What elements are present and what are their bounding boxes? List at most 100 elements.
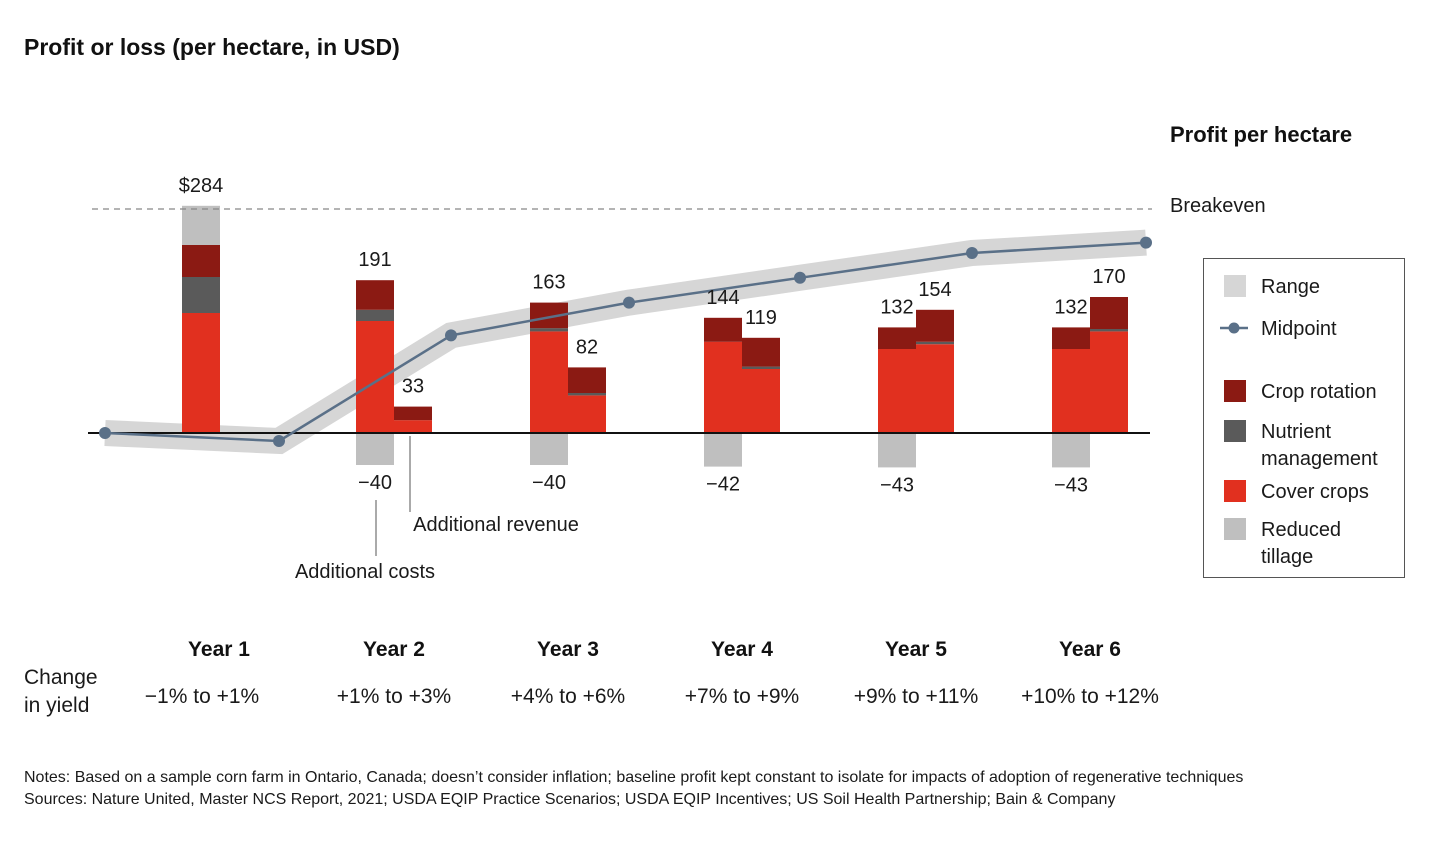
yield-range-5: +9% to +11% <box>854 685 979 708</box>
range-band <box>104 229 1147 455</box>
legend-nutrient-management-swatch <box>1224 420 1246 442</box>
year-revenue-value-label: 119 <box>745 307 777 329</box>
revenue-bar-crop-rotation-2 <box>356 280 394 310</box>
legend-crop-rotation-swatch <box>1224 380 1246 402</box>
midpoint-marker-4 <box>623 296 635 309</box>
yield-range-3: +4% to +6% <box>511 685 625 708</box>
legend-cover-crops-swatch <box>1224 480 1246 502</box>
chart-title: Profit or loss (per hectare, in USD) <box>24 34 400 60</box>
year-revenue-bar-crop-rotation-6 <box>1090 297 1128 329</box>
notes-line: Notes: Based on a sample corn farm in On… <box>24 769 1244 786</box>
year-label-5: Year 5 <box>885 638 947 661</box>
year-revenue-bar-nutrient-management-6 <box>1090 329 1128 332</box>
cost-value-label: −40 <box>532 472 566 494</box>
revenue-bar-cover-crops-2 <box>356 321 394 433</box>
legend-reduced-tillage-swatch <box>1224 518 1246 540</box>
revenue-value-label: 163 <box>532 272 565 294</box>
year-revenue-bar-crop-rotation-4 <box>742 337 780 367</box>
bars <box>182 205 1128 468</box>
year-revenue-bar-crop-rotation-5 <box>916 309 954 342</box>
legend-midpoint-marker <box>1228 322 1240 334</box>
cost-bar-year-6 <box>1052 433 1090 468</box>
revenue-bar-crop-rotation-1 <box>182 245 220 277</box>
year-label-4: Year 4 <box>711 638 773 661</box>
legend-midpoint-label: Midpoint <box>1261 318 1337 340</box>
midpoint-line <box>99 236 1152 447</box>
labels: $284 191 163 144 132 132 33 82 119 154 170 −40 −40 −4… <box>179 122 1352 583</box>
year-revenue-value-label: 33 <box>402 376 424 398</box>
revenue-bar-cover-crops-6 <box>1052 349 1090 433</box>
revenue-value-label: 132 <box>1054 296 1087 318</box>
yield-range-6: +10% to +12% <box>1021 685 1159 708</box>
year-revenue-bar-cover-crops-5 <box>916 344 954 433</box>
change-in-yield-label: Change in yield <box>24 666 98 717</box>
revenue-value-label: 144 <box>706 287 739 309</box>
year-revenue-bar-crop-rotation-3 <box>568 367 606 393</box>
cost-bar-year-5 <box>878 433 916 468</box>
revenue-bar-crop-rotation-6 <box>1052 327 1090 349</box>
year-revenue-bar-nutrient-management-5 <box>916 341 954 345</box>
revenue-bar-nutrient-management-2 <box>356 309 394 321</box>
cost-value-label: −43 <box>880 474 914 496</box>
midpoint-path <box>104 241 1147 443</box>
revenue-bar-cover-crops-4 <box>704 341 742 433</box>
legend-reduced-tillage-label: Reduced tillage <box>1261 519 1341 568</box>
cost-value-label: −42 <box>706 474 740 496</box>
revenue-bar-crop-rotation-4 <box>704 317 742 342</box>
year-revenue-value-label: 170 <box>1092 266 1125 288</box>
year-revenue-value-label: 82 <box>576 336 598 358</box>
year-label-6: Year 6 <box>1059 638 1121 661</box>
footnotes: Notes: Based on a sample corn farm in On… <box>24 767 1243 811</box>
year-label-1: Year 1 <box>188 638 250 661</box>
additional-costs-annotation: Additional costs <box>295 561 435 583</box>
cost-bar-year-4 <box>704 433 742 467</box>
revenue-bar-nutrient-management-3 <box>530 328 568 332</box>
breakeven-label: Breakeven <box>1170 195 1266 217</box>
midpoint-marker-3 <box>445 329 457 342</box>
legend: Range Midpoint Crop rotation Nutrient manage… <box>1203 258 1405 578</box>
year-revenue-bar-cover-crops-2 <box>394 420 432 433</box>
legend-crop-rotation-label: Crop rotation <box>1261 381 1377 403</box>
profit-per-hectare-label: Profit per hectare <box>1170 122 1352 147</box>
legend-nutrient-management-label: Nutrient management <box>1261 421 1378 470</box>
revenue-bar-cover-crops-3 <box>530 331 568 433</box>
year-revenue-bar-cover-crops-4 <box>742 369 780 433</box>
midpoint-marker-2 <box>273 435 285 447</box>
revenue-value-label: 191 <box>358 249 391 271</box>
revenue-bar-cover-crops-1 <box>182 313 220 433</box>
yield-range-1: −1% to +1% <box>145 685 259 708</box>
midpoint-marker-6 <box>966 247 978 259</box>
sources-line: Sources: Nature United, Master NCS Repor… <box>24 791 1116 808</box>
revenue-bar-nutrient-management-1 <box>182 277 220 313</box>
midpoint-marker-5 <box>794 271 806 284</box>
legend-range-label: Range <box>1261 276 1320 298</box>
year-labels: Year 1 −1% to +1% Year 2 +1% to +3% Year 3 +4… <box>24 638 1159 717</box>
cost-value-label: −43 <box>1054 474 1088 496</box>
revenue-bar-crop-rotation-5 <box>878 327 916 349</box>
year-revenue-bar-nutrient-management-3 <box>568 393 606 396</box>
year-revenue-bar-crop-rotation-2 <box>394 406 432 421</box>
year-revenue-bar-nutrient-management-4 <box>742 366 780 369</box>
year-revenue-bar-cover-crops-3 <box>568 395 606 433</box>
year-label-3: Year 3 <box>537 638 599 661</box>
legend-cover-crops-label: Cover crops <box>1261 481 1369 503</box>
revenue-bar-reduced-tillage-1 <box>182 205 220 245</box>
yield-range-4: +7% to +9% <box>685 685 799 708</box>
cost-value-label: −40 <box>358 472 392 494</box>
range-band-path <box>104 229 1147 455</box>
midpoint-marker-1 <box>99 427 111 439</box>
legend-range-swatch <box>1224 275 1246 297</box>
additional-revenue-annotation: Additional revenue <box>413 514 579 536</box>
revenue-value-label: 132 <box>880 296 913 318</box>
legend-items: Range Midpoint Crop rotation Nutrient manage… <box>1220 275 1378 568</box>
axis <box>88 208 1152 434</box>
cost-bar-year-3 <box>530 433 568 465</box>
midpoint-marker-7 <box>1140 236 1152 249</box>
year-revenue-value-label: 154 <box>918 279 951 301</box>
cost-bar-year-2 <box>356 433 394 465</box>
revenue-bar-cover-crops-5 <box>878 349 916 433</box>
revenue-value-label: $284 <box>179 175 224 197</box>
yield-range-2: +1% to +3% <box>337 685 451 708</box>
year-revenue-bar-cover-crops-6 <box>1090 331 1128 433</box>
